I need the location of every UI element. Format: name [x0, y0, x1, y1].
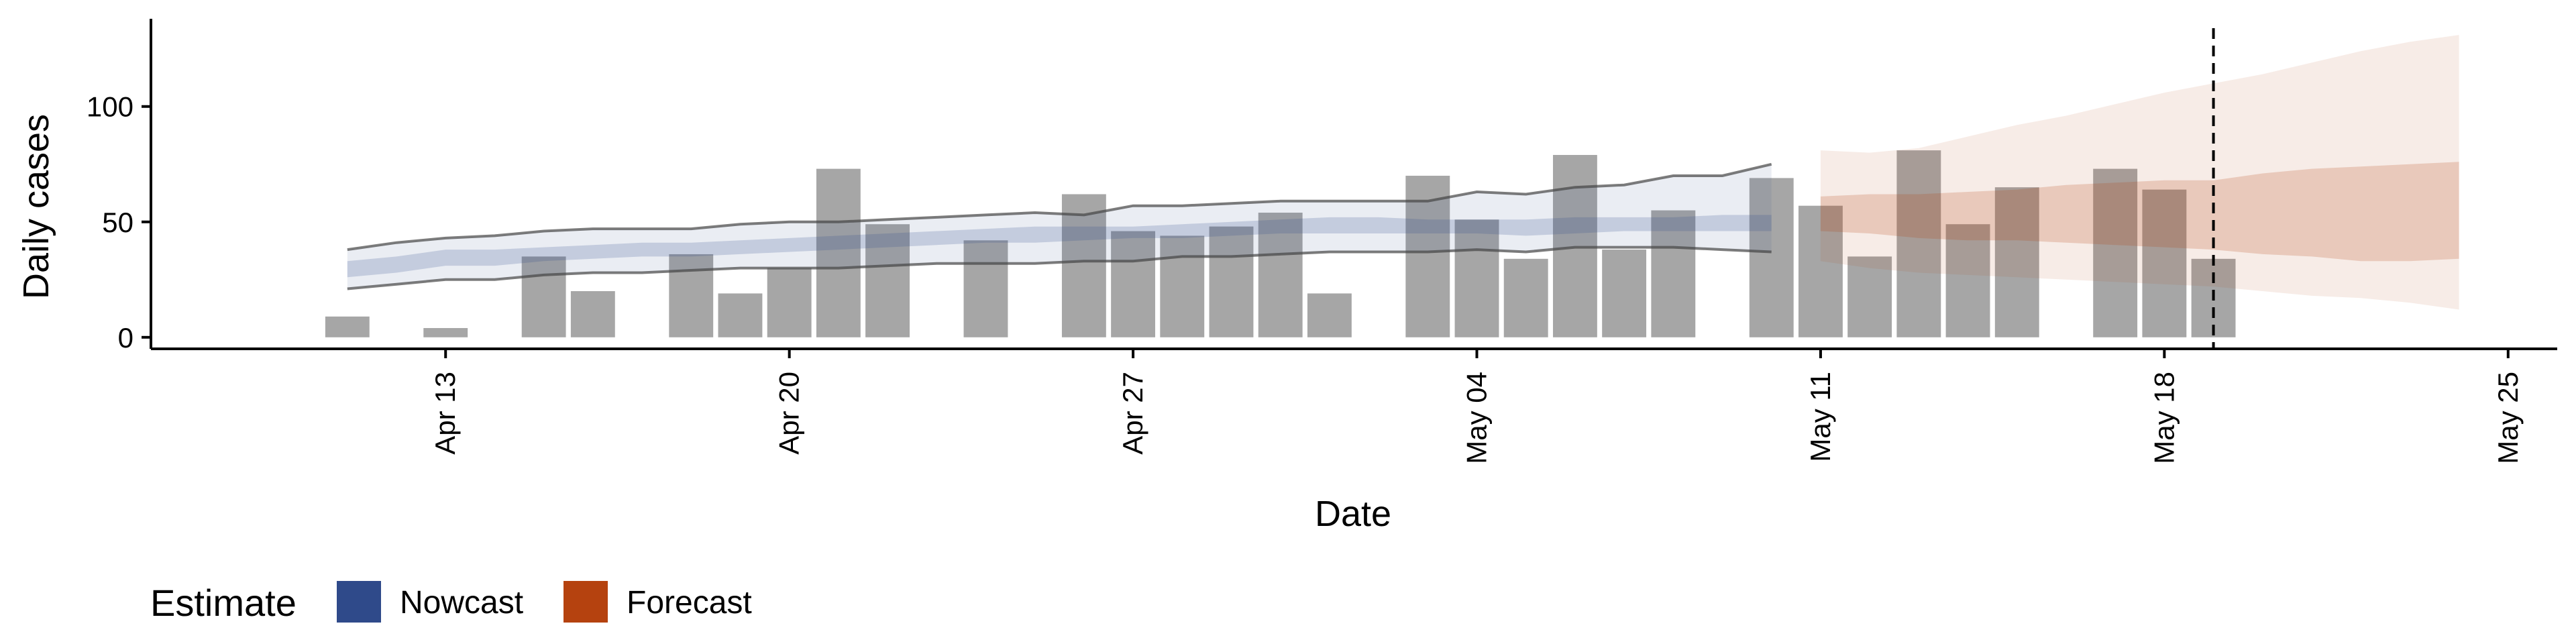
y-axis-title: Daily cases	[16, 114, 56, 299]
case-bar-2020-04-30	[1258, 213, 1303, 337]
case-bar-2020-05-14	[1945, 224, 1990, 337]
case-bar-2020-04-24	[963, 240, 1008, 337]
legend-title: Estimate	[150, 582, 297, 624]
case-bar-2020-04-19	[718, 293, 763, 337]
x-tick-label-2020-05-04: May 04	[1461, 372, 1493, 464]
case-bar-2020-04-29	[1209, 226, 1254, 337]
y-axis: 0 50 100	[87, 19, 152, 354]
case-bar-2020-05-12	[1847, 256, 1892, 337]
case-bar-2020-05-10	[1749, 178, 1794, 337]
nowcast-outer-band	[347, 164, 1772, 289]
x-tick-label-2020-05-11: May 11	[1805, 372, 1836, 462]
case-bar-2020-04-22	[865, 224, 910, 337]
case-bar-2020-05-17	[2093, 168, 2138, 337]
x-tick-label-2020-04-27: Apr 27	[1117, 372, 1148, 455]
legend-swatch-nowcast	[337, 581, 381, 623]
case-bar-2020-05-07	[1602, 250, 1647, 337]
nowcast-inner-band	[347, 215, 1772, 278]
case-bar-2020-05-18	[2142, 189, 2187, 337]
x-tick-label-2020-05-18: May 18	[2148, 372, 2180, 464]
x-tick-label-2020-05-25: May 25	[2492, 372, 2524, 464]
plot-area	[325, 28, 2459, 349]
nowcast-upper-line	[347, 162, 1772, 252]
case-bar-2020-04-21	[816, 168, 861, 337]
y-tick-label-100: 100	[87, 91, 133, 123]
observed-cases-bars	[325, 150, 2236, 337]
case-bar-2020-05-05	[1503, 258, 1548, 337]
case-bar-2020-05-01	[1307, 293, 1352, 337]
case-bar-2020-05-11	[1798, 205, 1843, 337]
case-bar-2020-04-18	[669, 254, 714, 337]
case-bar-2020-04-11	[325, 316, 370, 337]
estimate-bands	[347, 35, 2459, 310]
case-bar-2020-04-20	[767, 268, 812, 337]
case-bar-2020-05-03	[1405, 175, 1450, 337]
case-bar-2020-05-04	[1454, 219, 1499, 337]
forecast-inner-band	[1820, 162, 2459, 262]
nowcast-lower-line	[347, 246, 1772, 290]
case-bar-2020-04-13	[423, 328, 468, 337]
x-tick-label-2020-04-20: Apr 20	[773, 372, 805, 455]
legend-swatch-forecast	[564, 581, 608, 623]
case-bar-2020-04-16	[570, 290, 615, 337]
case-bar-2020-04-28	[1160, 235, 1205, 337]
y-tick-label-50: 50	[102, 207, 133, 238]
legend-label-forecast: Forecast	[627, 585, 752, 621]
y-tick-label-0: 0	[118, 322, 133, 354]
x-axis-title: Date	[1315, 494, 1391, 534]
forecast-outer-band	[1820, 35, 2459, 310]
case-bar-2020-04-15	[521, 256, 566, 337]
x-axis: Apr 13 Apr 20 Apr 27 May 04 May 11 May 18 May …	[151, 347, 2557, 464]
x-tick-label-2020-04-13: Apr 13	[429, 372, 461, 455]
case-bar-2020-05-15	[1994, 187, 2039, 337]
case-bar-2020-05-13	[1896, 150, 1941, 337]
estimate-lines	[347, 162, 1772, 290]
case-bar-2020-04-27	[1111, 231, 1156, 337]
case-bar-2020-05-08	[1651, 210, 1696, 337]
legend: Estimate Nowcast Forecast	[150, 581, 752, 624]
legend-label-nowcast: Nowcast	[400, 585, 523, 621]
case-bar-2020-04-26	[1061, 194, 1106, 337]
